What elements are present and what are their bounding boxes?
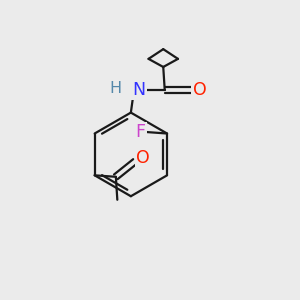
Text: F: F [136,123,146,141]
Text: N: N [133,81,146,99]
Text: H: H [110,81,122,96]
Text: O: O [136,149,150,167]
Text: O: O [193,81,206,99]
